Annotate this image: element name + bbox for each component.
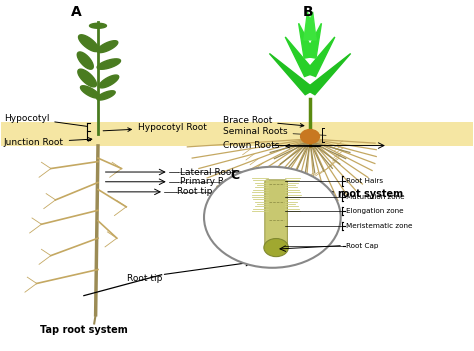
Polygon shape bbox=[304, 12, 316, 40]
Polygon shape bbox=[285, 37, 316, 77]
Polygon shape bbox=[305, 53, 351, 95]
Bar bbox=[1, 121, 473, 146]
Ellipse shape bbox=[264, 239, 288, 257]
FancyBboxPatch shape bbox=[265, 180, 287, 249]
Text: Primary Root: Primary Root bbox=[180, 177, 292, 186]
Text: Root tip: Root tip bbox=[128, 274, 163, 283]
Text: Root Cap: Root Cap bbox=[346, 243, 379, 249]
Text: Root Hairs: Root Hairs bbox=[346, 178, 383, 184]
Polygon shape bbox=[90, 23, 107, 28]
Text: Seminal Roots: Seminal Roots bbox=[223, 127, 326, 137]
Text: Hypocotyl Root: Hypocotyl Root bbox=[103, 123, 207, 132]
Polygon shape bbox=[304, 23, 321, 58]
Text: C: C bbox=[230, 170, 239, 183]
Polygon shape bbox=[78, 69, 96, 87]
Polygon shape bbox=[304, 12, 316, 40]
Polygon shape bbox=[304, 37, 335, 77]
Polygon shape bbox=[77, 52, 93, 69]
Text: Crown Roots: Crown Roots bbox=[223, 141, 320, 150]
Circle shape bbox=[301, 130, 319, 144]
Text: Hypocotyl: Hypocotyl bbox=[4, 113, 87, 126]
Polygon shape bbox=[97, 91, 115, 100]
Text: Tap root system: Tap root system bbox=[40, 325, 128, 336]
Text: Fibrous root system: Fibrous root system bbox=[292, 189, 403, 199]
Polygon shape bbox=[97, 59, 120, 69]
Polygon shape bbox=[269, 53, 315, 95]
Text: B: B bbox=[302, 5, 313, 19]
Circle shape bbox=[204, 167, 341, 268]
Polygon shape bbox=[99, 75, 118, 88]
Text: Brace Root: Brace Root bbox=[223, 116, 304, 127]
Text: Maturation zone: Maturation zone bbox=[346, 194, 405, 200]
Polygon shape bbox=[79, 35, 99, 52]
Text: Meristematic zone: Meristematic zone bbox=[346, 223, 413, 229]
Text: Junction Root: Junction Root bbox=[4, 138, 92, 147]
Text: Root tip: Root tip bbox=[177, 187, 264, 196]
Polygon shape bbox=[299, 23, 316, 58]
Text: Elongation zone: Elongation zone bbox=[346, 208, 404, 214]
Polygon shape bbox=[81, 86, 100, 98]
Polygon shape bbox=[97, 41, 118, 53]
Text: Lateral Root: Lateral Root bbox=[180, 167, 290, 177]
Text: A: A bbox=[72, 5, 82, 19]
